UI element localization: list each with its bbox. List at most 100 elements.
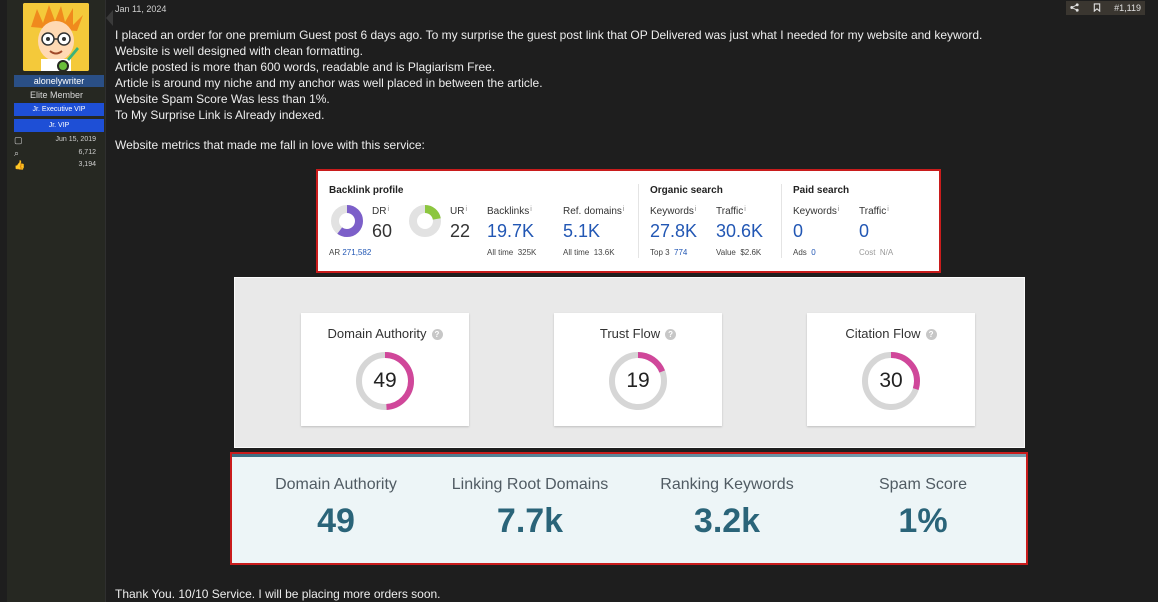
majestic-card-value: 19	[626, 369, 650, 392]
avatar[interactable]	[23, 3, 89, 71]
divider	[638, 184, 639, 258]
moz-domain-authority: Domain Authority 49	[236, 476, 436, 541]
panel-arrow	[106, 10, 113, 26]
dr-label: DRi	[372, 206, 390, 217]
post-line: I placed an order for one premium Guest …	[115, 28, 983, 42]
backlink-profile-title: Backlink profile	[329, 185, 404, 196]
paid-keywords-label: Keywordsi	[793, 206, 840, 217]
stat-messages-value: 6,712	[78, 149, 96, 156]
info-icon: i	[465, 206, 468, 213]
dr-arc	[331, 205, 363, 237]
help-icon: ?	[925, 329, 937, 340]
majestic-card-value: 49	[373, 369, 397, 392]
stat-reactions: 👍 3,194	[14, 160, 104, 172]
moz-accent-line	[232, 454, 1026, 457]
post-body: I placed an order for one premium Guest …	[115, 27, 982, 123]
post-line: Website Spam Score Was less than 1%.	[115, 92, 330, 106]
ur-donut	[409, 205, 441, 237]
post-number-link[interactable]: #1,119	[1114, 3, 1141, 13]
stat-reactions-value: 3,194	[78, 161, 96, 168]
bookmark-icon[interactable]	[1093, 2, 1101, 14]
ur-value: 22	[450, 221, 471, 241]
moz-linking-root-domains: Linking Root Domains 7.7k	[430, 476, 630, 541]
organic-search-title: Organic search	[650, 185, 723, 196]
paid-traffic-value[interactable]: 0	[859, 221, 870, 241]
organic-keywords-label: Keywordsi	[650, 206, 697, 217]
backlinks-alltime: All time 325K	[487, 248, 537, 257]
dr-donut	[331, 205, 363, 237]
gauge-arc	[356, 352, 414, 410]
organic-traffic-value[interactable]: 30.6K	[716, 221, 764, 241]
online-status-icon	[57, 60, 69, 72]
backlinks-value[interactable]: 19.7K	[487, 221, 535, 241]
info-icon: i	[837, 206, 840, 213]
organic-value: Value $2.6K	[716, 248, 762, 257]
calendar-icon: ▢	[14, 135, 23, 145]
stat-messages: ⌕ 6,712	[14, 148, 104, 160]
majestic-card-title: Citation Flow?	[807, 326, 975, 341]
user-banner-executive-vip: Jr. Executive VIP	[14, 103, 104, 116]
info-icon: i	[530, 206, 532, 213]
citation-flow-gauge	[862, 352, 920, 410]
paid-cost: Cost N/A	[859, 248, 894, 257]
metrics-intro: Website metrics that made me fall in lov…	[115, 138, 425, 152]
majestic-citation-flow-card: Citation Flow? 30	[807, 313, 975, 426]
ahrefs-metrics-image: Backlink profile DRi 60 AR 271,582 URi 2…	[316, 169, 941, 273]
refdomains-value[interactable]: 5.1K	[563, 221, 601, 241]
post-closing: Thank You. 10/10 Service. I will be plac…	[115, 587, 441, 601]
refdomains-alltime: All time 13.6K	[563, 248, 615, 257]
moz-metric-label: Ranking Keywords	[660, 476, 794, 493]
info-icon: i	[387, 206, 390, 213]
help-icon: ?	[431, 329, 443, 340]
moz-metrics-image: Domain Authority 49 Linking Root Domains…	[230, 452, 1028, 565]
refdomains-label: Ref. domainsi	[563, 206, 625, 217]
majestic-card-title: Domain Authority?	[301, 326, 469, 341]
organic-keywords-value[interactable]: 27.8K	[650, 221, 698, 241]
messages-icon: ⌕	[14, 148, 20, 158]
moz-metric-label: Linking Root Domains	[451, 476, 609, 493]
majestic-metrics-image: Domain Authority? 49 Trust Flow? 19 Cita…	[234, 277, 1025, 448]
paid-ads: Ads 0	[793, 248, 816, 257]
user-title: Elite Member	[29, 90, 83, 100]
ar-row: AR 271,582	[329, 248, 372, 257]
info-icon: i	[694, 206, 697, 213]
stat-joined-value: Jun 15, 2019	[55, 136, 96, 143]
info-icon: i	[622, 206, 625, 213]
majestic-domain-authority-card: Domain Authority? 49	[301, 313, 469, 426]
majestic-card-value: 30	[879, 369, 903, 392]
backlinks-label: Backlinksi	[487, 206, 532, 217]
share-icon[interactable]	[1070, 2, 1079, 14]
ur-arc	[409, 205, 441, 237]
moz-metric-value: 1%	[898, 502, 948, 540]
trust-flow-gauge	[609, 352, 667, 410]
moz-metric-value: 3.2k	[693, 502, 761, 540]
post-line: Website is well designed with clean form…	[115, 44, 363, 58]
domain-authority-gauge	[356, 352, 414, 410]
post-line: Article is around my niche and my anchor…	[115, 76, 543, 90]
moz-spam-score: Spam Score 1%	[823, 476, 1023, 541]
post-date[interactable]: Jan 11, 2024	[115, 4, 167, 14]
post-line: Article posted is more than 600 words, r…	[115, 60, 496, 74]
post-line: To My Surprise Link is Already indexed.	[115, 108, 325, 122]
help-icon: ?	[665, 329, 677, 340]
username-link[interactable]: alonelywriter	[14, 75, 104, 87]
organic-top3: Top 3 774	[650, 248, 688, 257]
paid-keywords-value[interactable]: 0	[793, 221, 804, 241]
organic-traffic-label: Traffici	[716, 206, 746, 217]
moz-ranking-keywords: Ranking Keywords 3.2k	[627, 476, 827, 541]
gauge-arc	[862, 352, 920, 410]
thumbs-up-icon: 👍	[14, 160, 26, 170]
majestic-card-title: Trust Flow?	[554, 326, 722, 341]
paid-search-title: Paid search	[793, 185, 850, 196]
moz-metric-label: Domain Authority	[275, 476, 397, 493]
info-icon: i	[744, 206, 746, 213]
user-banner-vip: Jr. VIP	[14, 119, 104, 132]
divider	[781, 184, 782, 258]
ur-label: URi	[450, 206, 468, 217]
moz-metric-value: 49	[317, 502, 355, 540]
majestic-trust-flow-card: Trust Flow? 19	[554, 313, 722, 426]
dr-value: 60	[372, 221, 393, 241]
paid-traffic-label: Traffici	[859, 206, 889, 217]
moz-metric-value: 7.7k	[496, 502, 564, 540]
user-panel: alonelywriter Elite Member Jr. Executive…	[7, 0, 113, 602]
